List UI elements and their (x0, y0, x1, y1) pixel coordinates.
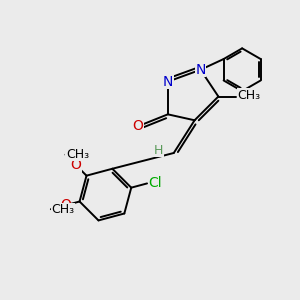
Text: O: O (133, 119, 143, 133)
Text: H: H (154, 143, 164, 157)
Text: O: O (70, 158, 81, 172)
Text: CH₃: CH₃ (66, 148, 89, 160)
Text: O: O (60, 198, 71, 212)
Text: N: N (163, 75, 173, 88)
Text: CH₃: CH₃ (52, 203, 75, 216)
Text: Cl: Cl (148, 176, 162, 190)
Text: N: N (195, 63, 206, 77)
Text: CH₃: CH₃ (238, 88, 261, 101)
